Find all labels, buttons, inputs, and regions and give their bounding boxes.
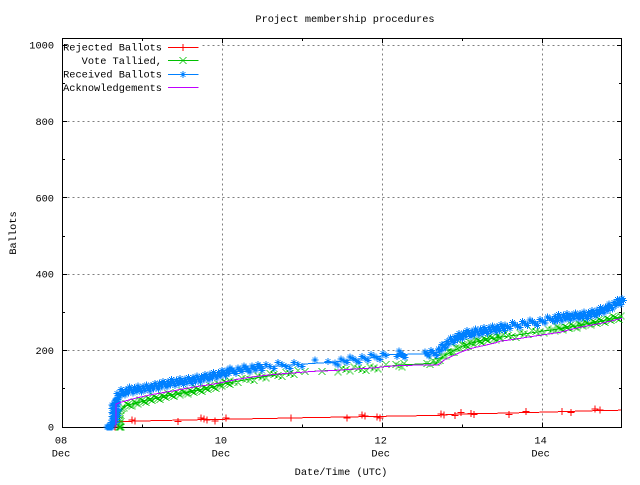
svg-text:200: 200 xyxy=(35,346,54,358)
svg-text:Dec: Dec xyxy=(531,449,550,461)
svg-text:Vote Tallied,: Vote Tallied, xyxy=(82,56,162,68)
svg-text:08: 08 xyxy=(55,436,67,448)
svg-text:Date/Time (UTC): Date/Time (UTC) xyxy=(295,467,388,479)
svg-text:Dec: Dec xyxy=(212,449,231,461)
svg-text:12: 12 xyxy=(375,436,387,448)
svg-text:Acknowledgements: Acknowledgements xyxy=(63,83,162,95)
svg-text:1000: 1000 xyxy=(29,41,54,53)
svg-text:0: 0 xyxy=(48,423,54,435)
svg-text:Received Ballots: Received Ballots xyxy=(63,69,162,81)
svg-text:400: 400 xyxy=(35,270,54,282)
svg-text:14: 14 xyxy=(534,436,546,448)
svg-text:Dec: Dec xyxy=(371,449,390,461)
svg-text:Rejected Ballots: Rejected Ballots xyxy=(63,43,162,55)
svg-text:800: 800 xyxy=(35,117,54,129)
svg-text:Ballots: Ballots xyxy=(8,211,20,254)
svg-text:Dec: Dec xyxy=(52,449,71,461)
svg-text:Project membership procedures: Project membership procedures xyxy=(255,14,434,26)
svg-text:10: 10 xyxy=(215,436,227,448)
svg-text:600: 600 xyxy=(35,193,54,205)
